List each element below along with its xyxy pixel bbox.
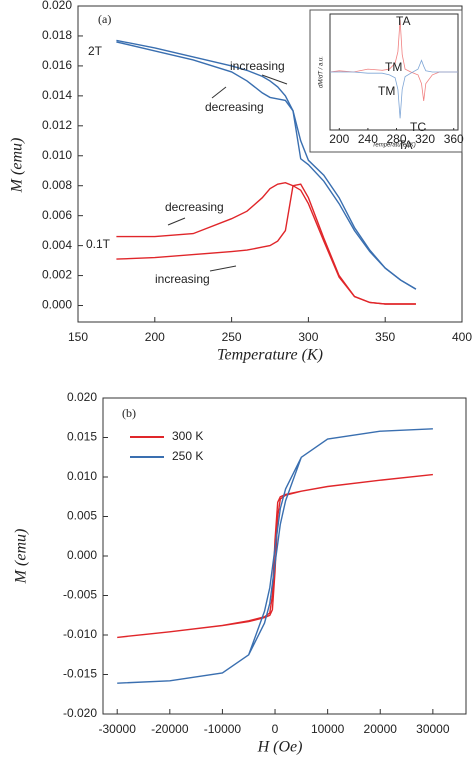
y-tick-label: 0.000 [67,548,97,562]
y-tick-label: -0.010 [63,627,97,641]
x-tick-label: 10000 [311,722,345,736]
y-tick-label: -0.005 [63,588,97,602]
x-tick-label: 250 [222,330,242,344]
annotation: TM [378,84,395,98]
panel-label: (b) [122,406,136,420]
y-axis-label: M (emu) [9,138,26,194]
annotation: increasing [230,59,285,73]
x-tick-label: 360 [444,132,464,146]
annotation: TC [410,120,426,134]
x-tick-label: -30000 [99,722,137,736]
y-tick-label: 0.015 [67,430,97,444]
y-tick-label: 0.005 [67,509,97,523]
data-line [330,59,458,119]
plot-frame [102,397,467,715]
y-tick-label: 0.006 [42,208,72,222]
x-axis-label: Temperature (K) [372,143,415,149]
x-tick-label: -20000 [151,722,189,736]
x-tick-label: 280 [386,132,406,146]
y-tick-label: 0.020 [67,390,97,404]
y-tick-label: 0.004 [42,238,72,252]
x-tick-label: 350 [375,330,395,344]
data-line [117,473,433,639]
y-tick-label: 0.014 [42,88,72,102]
data-line [116,41,417,290]
x-tick-label: -10000 [204,722,242,736]
x-tick-label: 240 [358,132,378,146]
x-tick-label: 20000 [364,722,398,736]
annotation: decreasing [165,200,224,214]
y-tick-label: 0.010 [42,148,72,162]
y-tick-label: 0.018 [42,28,72,42]
annotation: TA [398,138,412,152]
x-tick-label: 200 [329,132,349,146]
y-tick-label: -0.015 [63,667,97,681]
x-tick-label: 0 [272,722,279,736]
y-tick-label: 0.008 [42,178,72,192]
annotation: 0.1T [86,237,111,251]
x-tick-label: 300 [298,330,318,344]
legend-label: 250 K [172,449,203,463]
annotation: increasing [155,272,210,286]
x-tick-label: 200 [145,330,165,344]
x-tick-label: 400 [452,330,472,344]
annotation: TM [385,60,402,74]
y-tick-label: 0.000 [42,298,72,312]
annotation: decreasing [205,100,264,114]
x-tick-label: 320 [415,132,435,146]
x-axis-label: H (Oe) [257,739,303,756]
x-tick-label: 30000 [416,722,450,736]
arrows [167,74,288,272]
legend-label: 300 K [172,429,203,443]
y-axis-label: dM/dT / a.u. [319,56,325,88]
x-axis-label: Temperature (K) [217,347,323,364]
y-tick-label: -0.020 [63,706,97,720]
y-tick-label: 0.016 [42,58,72,72]
y-tick-label: 0.002 [42,268,72,282]
annotation: 2T [88,44,103,58]
annotation: TA [396,14,410,28]
data-line [117,428,433,684]
panel-label: (a) [98,12,111,26]
y-axis-label: M (emu) [13,529,30,585]
data-line [329,19,458,102]
data-line [116,181,416,305]
y-tick-label: 0.020 [42,0,72,12]
inset-frame [309,9,463,153]
y-tick-label: 0.012 [42,118,72,132]
y-tick-label: 0.010 [67,469,97,483]
plot-frame [77,5,463,323]
x-tick-label: 150 [68,330,88,344]
